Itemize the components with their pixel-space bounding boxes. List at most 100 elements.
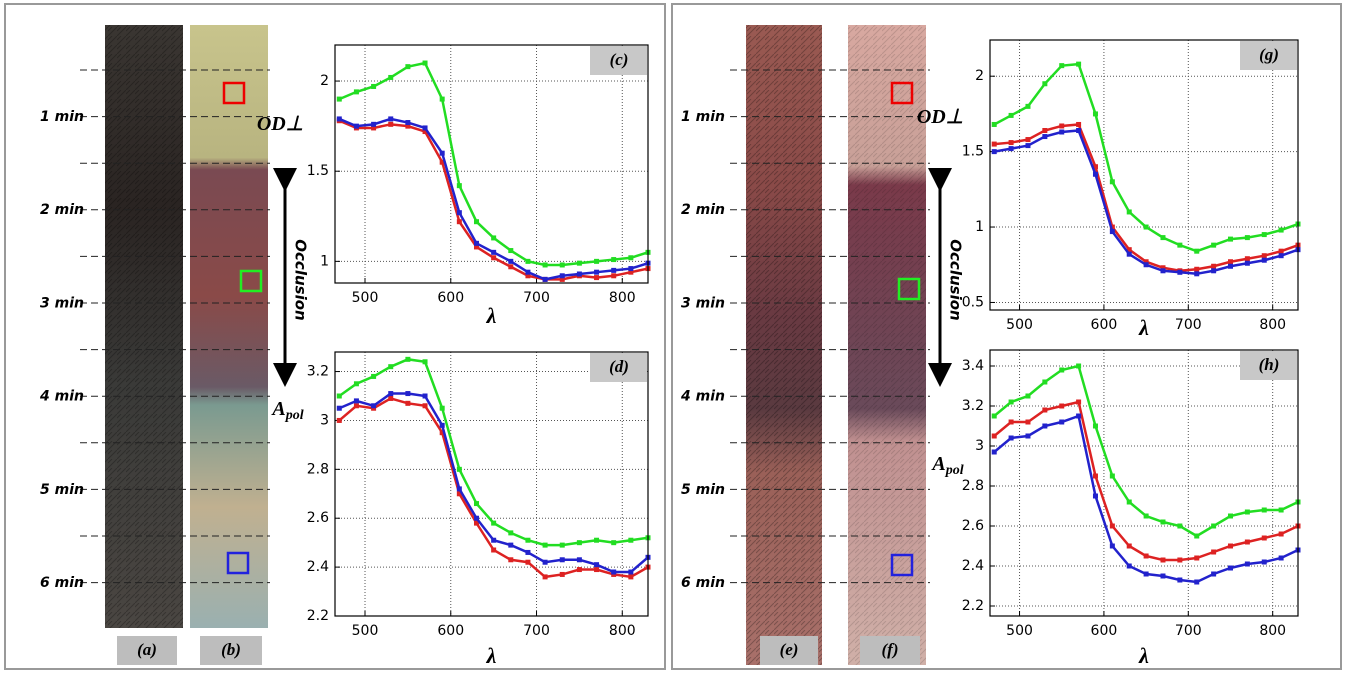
x-tick-label: 600: [1091, 623, 1118, 639]
y-axis-label-main: A: [270, 398, 285, 420]
data-point: [508, 248, 514, 254]
data-point: [525, 273, 531, 279]
data-point: [525, 269, 531, 275]
data-point: [388, 391, 394, 397]
plot-frame: [989, 39, 1299, 311]
data-point: [991, 433, 997, 439]
data-point: [508, 530, 514, 536]
y-tick-label: 1.5: [962, 144, 984, 160]
roi-square: [890, 553, 914, 577]
data-point: [1160, 265, 1166, 271]
strip-label: (f): [882, 640, 899, 659]
data-point: [336, 116, 342, 122]
data-point: [1278, 227, 1284, 233]
data-point: [473, 219, 479, 225]
data-point: [542, 276, 548, 282]
data-point: [1092, 493, 1098, 499]
y-axis-label-main: OD⊥: [917, 106, 963, 128]
data-point: [576, 540, 582, 546]
data-point: [1278, 253, 1284, 259]
roi-square: [890, 81, 914, 105]
data-point: [353, 381, 359, 387]
data-point: [1194, 248, 1200, 254]
data-point: [991, 449, 997, 455]
data-point: [473, 501, 479, 507]
data-point: [594, 537, 600, 543]
left-panel: [4, 3, 666, 670]
panel-label-box: [1240, 351, 1297, 380]
data-point: [1059, 367, 1065, 373]
panel-label: (h): [1259, 355, 1280, 374]
data-point: [1042, 81, 1048, 87]
data-point: [388, 74, 394, 80]
data-point: [508, 258, 514, 264]
data-point: [491, 547, 497, 553]
data-point: [1227, 263, 1233, 269]
data-point: [991, 141, 997, 147]
data-point: [1025, 393, 1031, 399]
data-point: [1008, 435, 1014, 441]
data-point: [371, 403, 377, 409]
data-point: [388, 364, 394, 370]
data-point: [1160, 557, 1166, 563]
data-point: [1194, 533, 1200, 539]
data-point: [1042, 423, 1048, 429]
x-tick-label: 800: [609, 290, 636, 306]
data-point: [1126, 251, 1132, 257]
data-point: [559, 273, 565, 279]
data-point: [525, 258, 531, 264]
data-point: [422, 60, 428, 66]
data-point: [1160, 519, 1166, 525]
strip-label: (e): [780, 640, 799, 659]
x-tick-label: 600: [437, 623, 464, 639]
data-point: [611, 569, 617, 575]
data-point: [1194, 271, 1200, 277]
data-point: [353, 403, 359, 409]
data-point: [611, 540, 617, 546]
roi-square: [222, 81, 246, 105]
data-point: [1278, 531, 1284, 537]
data-point: [405, 391, 411, 397]
panel-label-box: [590, 353, 647, 382]
data-point: [542, 574, 548, 580]
y-axis-label-sub: pol: [945, 463, 964, 478]
data-point: [1025, 419, 1031, 425]
data-point: [336, 405, 342, 411]
data-point: [1025, 103, 1031, 109]
time-label: 3 min: [681, 295, 725, 311]
data-point: [525, 537, 531, 543]
data-point: [628, 269, 634, 275]
data-point: [525, 549, 531, 555]
x-tick-label: 800: [609, 623, 636, 639]
y-axis-label: Apol: [930, 453, 963, 479]
x-axis-label: λ: [1138, 315, 1149, 340]
x-tick-label: 800: [1259, 623, 1286, 639]
time-label: 2 min: [40, 202, 84, 218]
y-tick-label: 2.2: [307, 608, 329, 624]
data-point: [353, 89, 359, 95]
plot-area: [335, 45, 648, 283]
data-point: [388, 395, 394, 401]
data-point: [1059, 63, 1065, 69]
data-point: [1261, 507, 1267, 513]
data-point: [991, 413, 997, 419]
data-point: [559, 557, 565, 563]
data-point: [473, 515, 479, 521]
data-point: [611, 257, 617, 263]
data-point: [405, 123, 411, 129]
y-axis-label: OD⊥: [257, 113, 303, 135]
data-point: [1244, 561, 1250, 567]
roi-square: [226, 551, 250, 575]
y-tick-label: 2.2: [962, 598, 984, 614]
data-point: [1076, 128, 1082, 134]
data-point: [1109, 473, 1115, 479]
data-point: [491, 537, 497, 543]
y-tick-label: 2: [975, 68, 984, 84]
data-point: [1042, 128, 1048, 134]
data-point: [1261, 232, 1267, 238]
data-point: [1160, 235, 1166, 241]
data-point: [388, 116, 394, 122]
strip-label-box: [117, 636, 177, 665]
panel-label: (c): [610, 50, 629, 69]
x-tick-label: 700: [1175, 317, 1202, 333]
